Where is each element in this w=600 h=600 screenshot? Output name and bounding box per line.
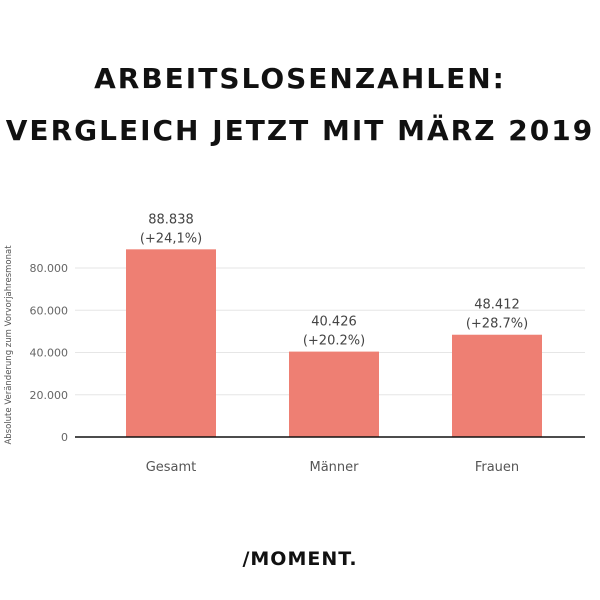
data-label: 48.412	[474, 298, 520, 313]
y-tick-label: 60.000	[30, 304, 69, 317]
y-tick-label: 0	[61, 431, 68, 444]
chart-title-line-2: VERGLEICH JETZT MIT MÄRZ 2019	[5, 114, 595, 147]
change-label: (+24,1%)	[140, 231, 202, 246]
chart-title-line-1: ARBEITSLOSENZAHLEN:	[94, 62, 506, 95]
y-tick-label: 80.000	[30, 262, 69, 275]
bar	[126, 249, 216, 437]
change-label: (+20.2%)	[303, 334, 365, 349]
data-label: 88.838	[148, 212, 194, 227]
x-tick-label: Männer	[309, 460, 359, 475]
bar	[289, 351, 379, 437]
y-tick-label: 40.000	[30, 347, 69, 360]
change-label: (+28.7%)	[466, 317, 528, 332]
bar	[452, 334, 542, 437]
x-tick-label: Gesamt	[146, 460, 197, 475]
y-tick-label: 20.000	[30, 389, 69, 402]
y-axis-label: Absolute Veränderung zum Vorvorjahresmon…	[4, 245, 14, 445]
data-label: 40.426	[311, 315, 357, 330]
x-tick-label: Frauen	[475, 460, 519, 475]
brand-logo: /MOMENT.	[242, 548, 358, 570]
